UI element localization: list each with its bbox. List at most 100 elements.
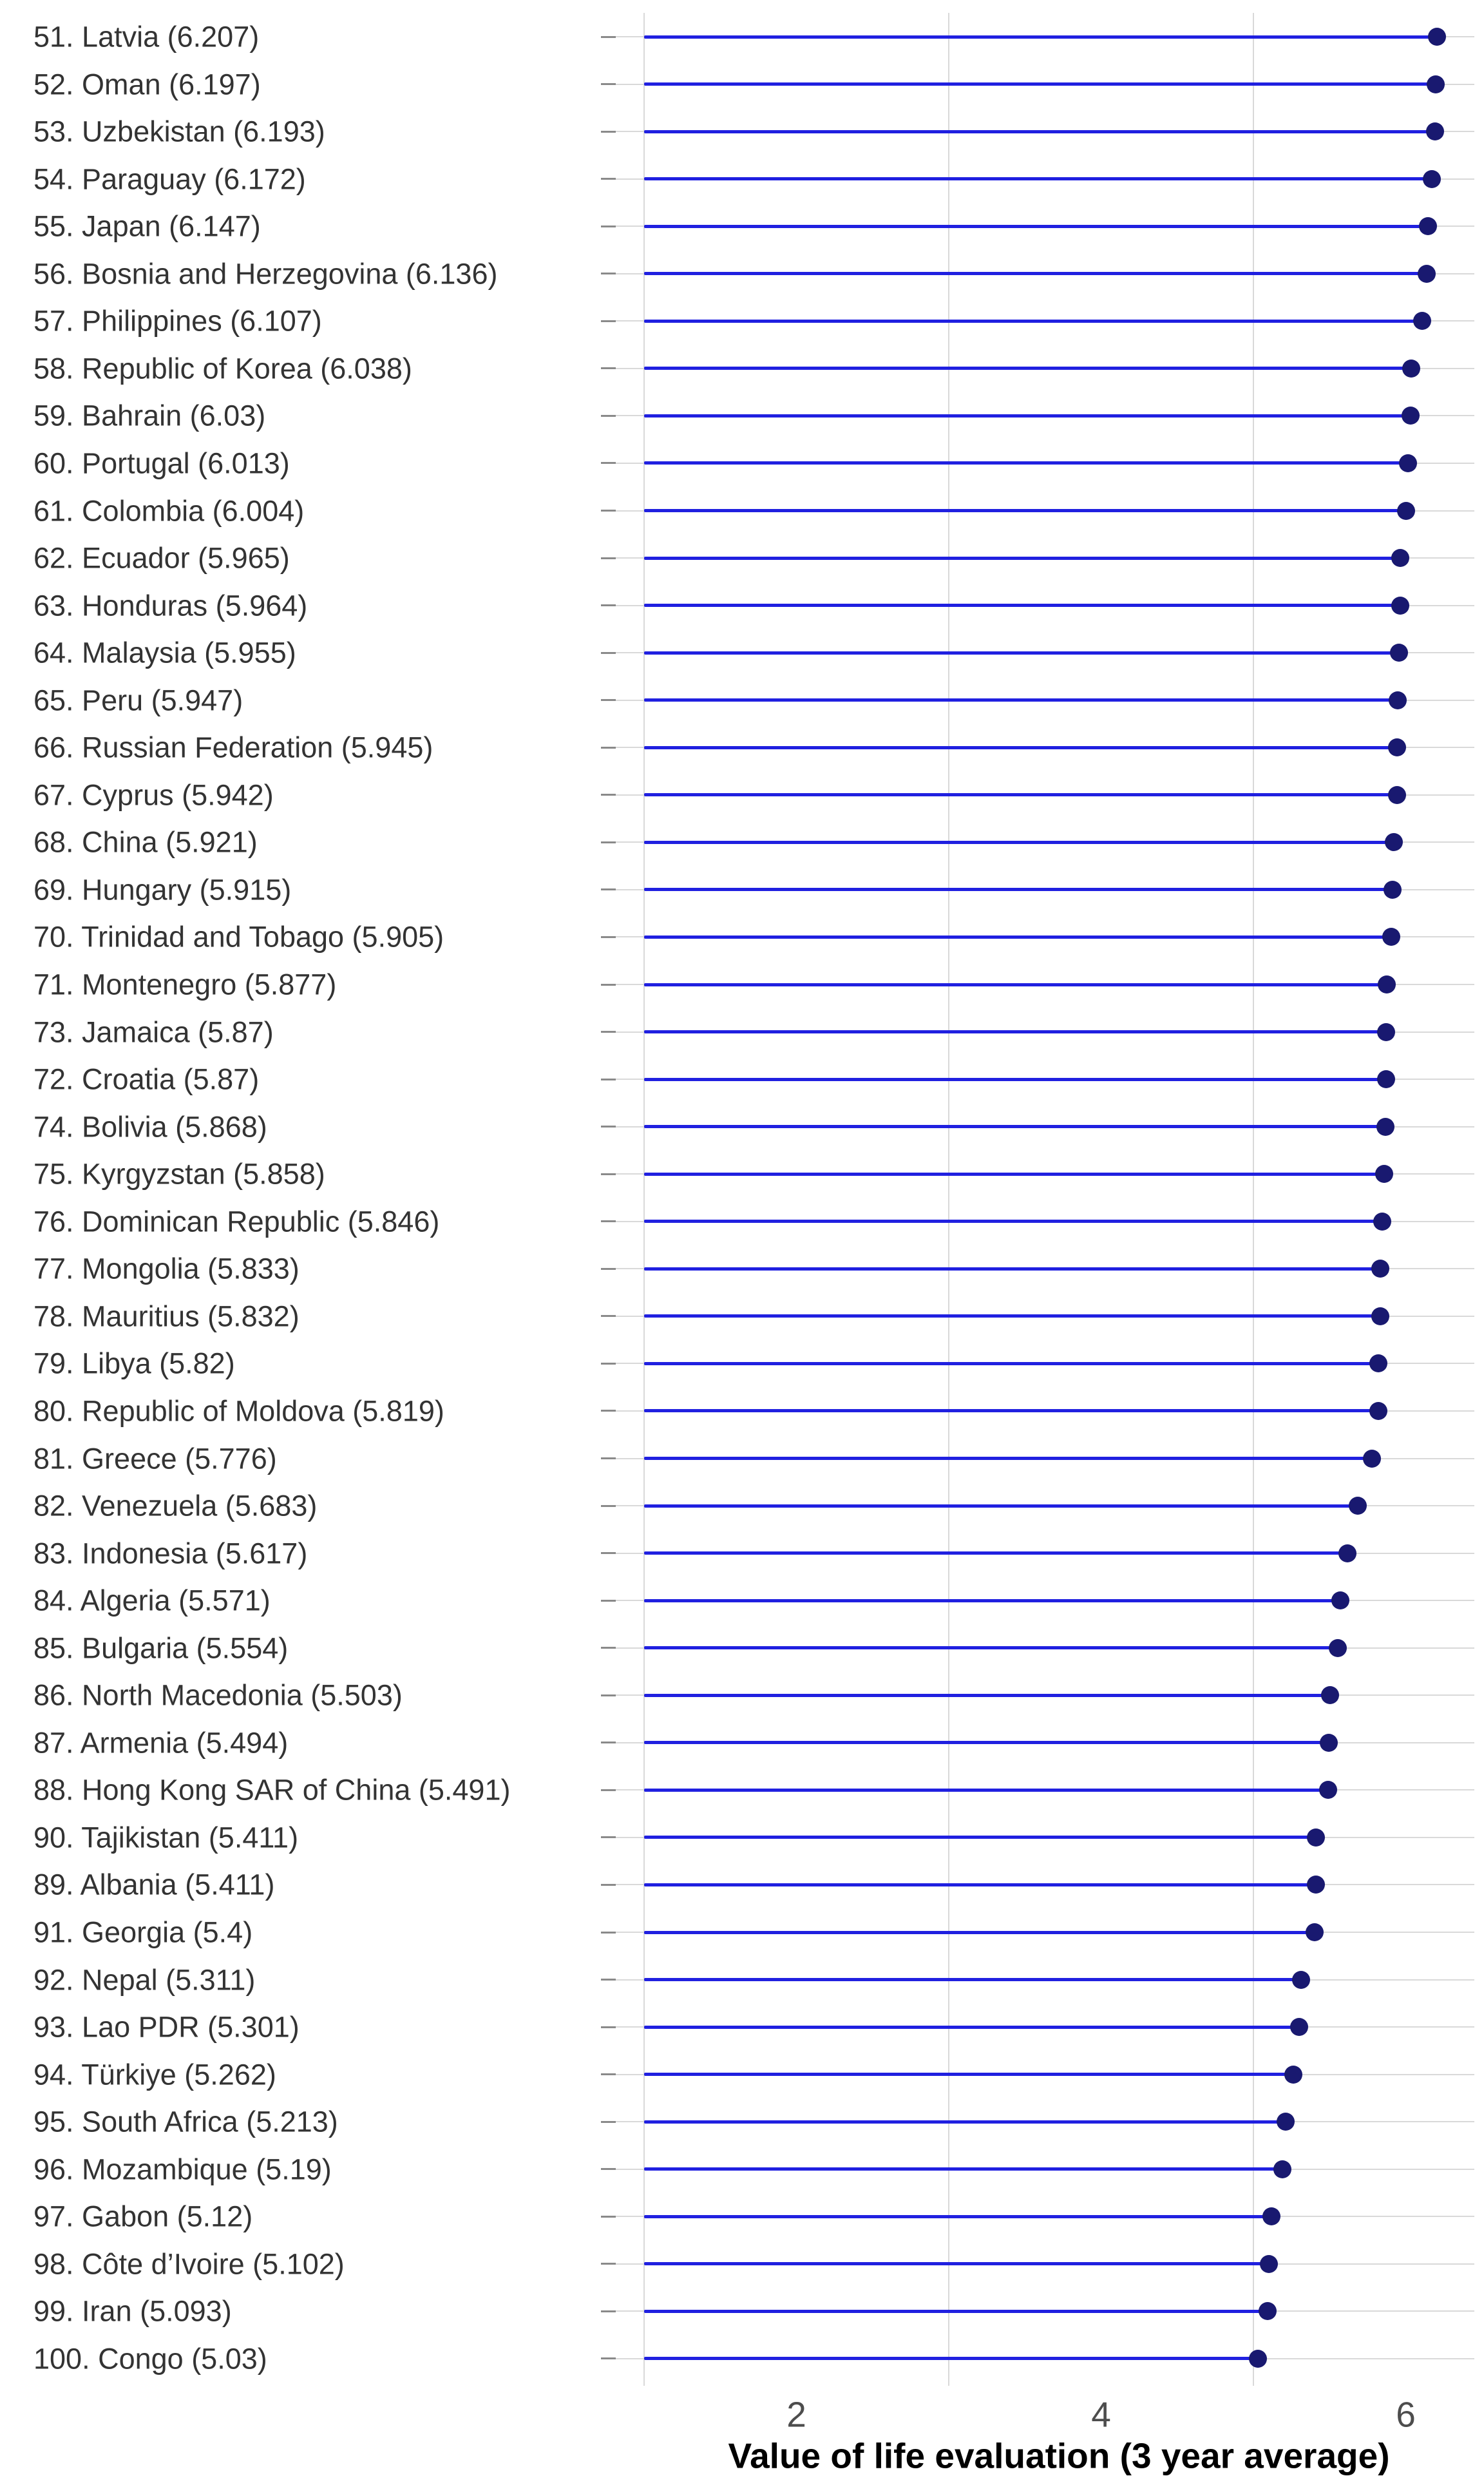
country-rank-label: 82. Venezuela (5.683): [33, 1489, 318, 1522]
lollipop-stem: [644, 888, 1393, 892]
y-axis-tick-mark: [601, 841, 616, 843]
country-rank-label: 75. Kyrgyzstan (5.858): [33, 1157, 325, 1191]
country-rank-label: 84. Algeria (5.571): [33, 1584, 271, 1617]
data-point-dot: [1277, 2113, 1295, 2131]
y-axis-tick-mark: [601, 2120, 616, 2123]
country-rank-label: 96. Mozambique (5.19): [33, 2153, 332, 2186]
data-point-dot: [1284, 2065, 1302, 2084]
x-axis-title: Value of life evaluation (3 year average…: [728, 2435, 1390, 2476]
lollipop-stem: [644, 745, 1398, 749]
data-point-dot: [1391, 549, 1410, 568]
y-axis-tick-mark: [601, 746, 616, 749]
data-point-dot: [1338, 1544, 1356, 1562]
y-axis-tick-mark: [601, 1599, 616, 1602]
data-point-dot: [1262, 2207, 1281, 2226]
lollipop-stem: [644, 1836, 1317, 1839]
country-rank-label: 72. Croatia (5.87): [33, 1062, 260, 1096]
data-point-dot: [1378, 975, 1396, 993]
lollipop-stem: [644, 1693, 1330, 1697]
y-axis-tick-mark: [601, 1883, 616, 1886]
lollipop-stem: [644, 1361, 1378, 1365]
lollipop-stem: [644, 2120, 1286, 2124]
y-axis-tick-mark: [601, 1979, 616, 1981]
vertical-gridline: [643, 13, 645, 2386]
y-axis-tick-mark: [601, 888, 616, 891]
y-axis-tick-mark: [601, 1552, 616, 1555]
lollipop-stem: [644, 1598, 1341, 1602]
lollipop-stem: [644, 35, 1438, 39]
y-axis-tick-mark: [601, 604, 616, 607]
lollipop-stem: [644, 224, 1429, 228]
country-rank-label: 57. Philippines (6.107): [33, 304, 322, 338]
lollipop-stem: [644, 983, 1387, 986]
data-point-dot: [1388, 691, 1407, 709]
data-point-dot: [1427, 75, 1445, 93]
country-rank-label: 94. Türkiye (5.262): [33, 2058, 276, 2091]
x-tick-label: 2: [786, 2394, 806, 2435]
country-rank-label: 95. South Africa (5.213): [33, 2105, 338, 2138]
data-point-dot: [1426, 122, 1445, 141]
y-axis-tick-mark: [601, 1836, 616, 1839]
lollipop-stem: [644, 1220, 1383, 1224]
lollipop-stem: [644, 414, 1411, 417]
y-axis-tick-mark: [601, 2168, 616, 2171]
y-axis-tick-mark: [601, 1031, 616, 1033]
lollipop-stem: [644, 556, 1401, 560]
lollipop-stem: [644, 1314, 1380, 1318]
country-rank-label: 89. Albania (5.411): [33, 1868, 275, 1901]
lollipop-stem: [644, 177, 1432, 181]
data-point-dot: [1417, 264, 1436, 283]
country-rank-label: 68. China (5.921): [33, 825, 258, 859]
lollipop-stem: [644, 651, 1399, 655]
y-axis-tick-mark: [601, 1647, 616, 1649]
lollipop-stem: [644, 2025, 1300, 2029]
country-rank-label: 61. Colombia (6.004): [33, 494, 305, 527]
data-point-dot: [1413, 312, 1431, 331]
country-rank-label: 62. Ecuador (5.965): [33, 541, 290, 575]
data-point-dot: [1273, 2160, 1291, 2178]
lollipop-stem: [644, 367, 1412, 370]
data-point-dot: [1423, 169, 1441, 188]
data-point-dot: [1382, 928, 1401, 946]
lollipop-stem: [644, 1504, 1358, 1508]
lollipop-stem: [644, 698, 1398, 702]
vertical-gridline: [1253, 13, 1254, 2386]
lollipop-stem: [644, 604, 1400, 608]
y-axis-tick-mark: [601, 1504, 616, 1507]
data-point-dot: [1329, 1638, 1347, 1657]
y-axis-tick-mark: [601, 2215, 616, 2218]
lollipop-stem: [644, 2309, 1268, 2313]
lollipop-stem: [644, 272, 1427, 276]
data-point-dot: [1397, 501, 1416, 520]
country-rank-label: 56. Bosnia and Herzegovina (6.136): [33, 257, 498, 291]
country-rank-label: 90. Tajikistan (5.411): [33, 1821, 299, 1854]
country-rank-label: 81. Greece (5.776): [33, 1442, 277, 1475]
country-rank-label: 71. Montenegro (5.877): [33, 968, 337, 1001]
country-rank-label: 70. Trinidad and Tobago (5.905): [33, 920, 444, 954]
y-axis-tick-mark: [601, 1410, 616, 1412]
country-rank-label: 51. Latvia (6.207): [33, 20, 260, 53]
lollipop-stem: [644, 1409, 1378, 1413]
country-rank-label: 55. Japan (6.147): [33, 209, 261, 243]
country-rank-label: 80. Republic of Moldova (5.819): [33, 1394, 444, 1428]
country-rank-label: 99. Iran (5.093): [33, 2294, 232, 2328]
country-rank-label: 79. Libya (5.82): [33, 1347, 235, 1380]
lollipop-stem: [644, 1077, 1386, 1081]
country-rank-label: 87. Armenia (5.494): [33, 1726, 289, 1760]
lollipop-stem: [644, 509, 1407, 512]
country-rank-label: 86. North Macedonia (5.503): [33, 1678, 403, 1712]
lollipop-stem: [644, 319, 1422, 323]
y-axis-tick-mark: [601, 225, 616, 227]
y-axis-tick-mark: [601, 83, 616, 86]
country-rank-label: 91. Georgia (5.4): [33, 1915, 253, 1949]
country-rank-label: 85. Bulgaria (5.554): [33, 1631, 289, 1665]
lollipop-stem: [644, 1788, 1329, 1792]
data-point-dot: [1389, 644, 1408, 662]
y-axis-tick-mark: [601, 1078, 616, 1080]
lollipop-stem: [644, 935, 1392, 939]
x-tick-label: 6: [1396, 2394, 1416, 2435]
data-point-dot: [1376, 1070, 1395, 1089]
y-axis-tick-mark: [601, 1267, 616, 1270]
data-point-dot: [1260, 2254, 1279, 2273]
